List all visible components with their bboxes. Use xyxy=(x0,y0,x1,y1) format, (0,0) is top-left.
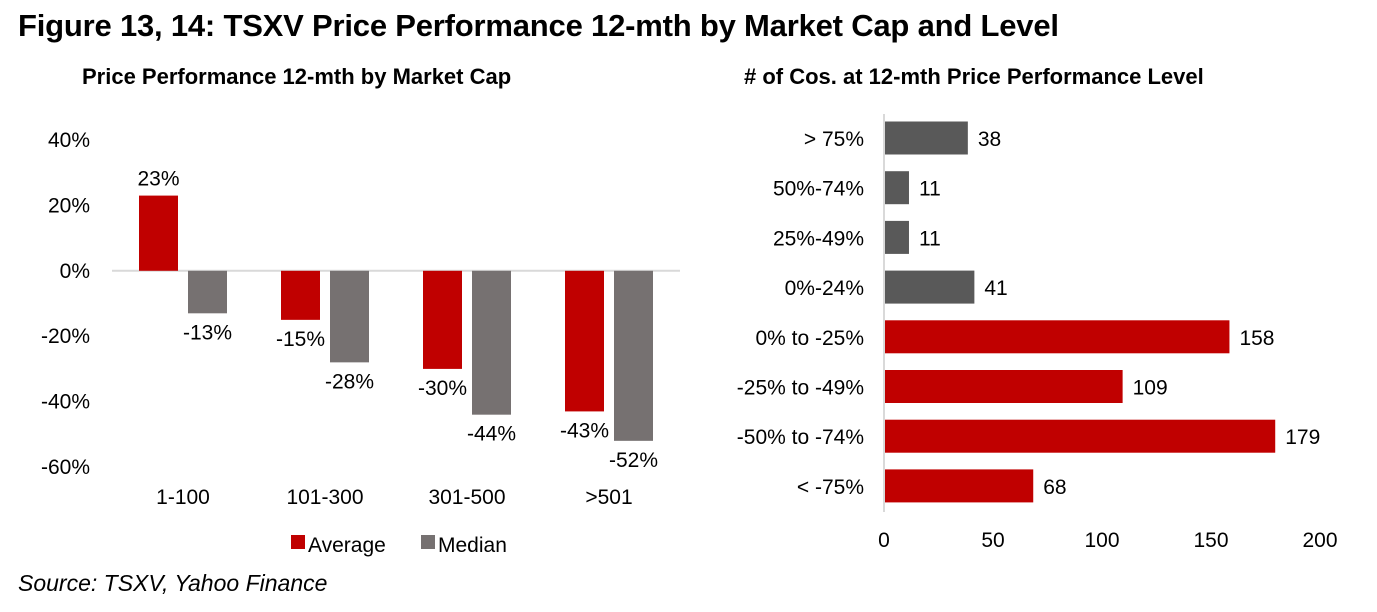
bar-level xyxy=(885,320,1230,354)
y-tick-label: -25% to -49% xyxy=(737,377,864,400)
x-tick-label: 101-300 xyxy=(286,486,363,509)
y-tick-label: > 75% xyxy=(804,128,864,151)
data-label: -13% xyxy=(183,321,232,344)
left-chart-title: Price Performance 12-mth by Market Cap xyxy=(82,64,512,89)
legend-swatch-average xyxy=(291,535,305,549)
data-label: 179 xyxy=(1285,426,1320,449)
y-tick-label: 0%-24% xyxy=(785,277,864,300)
x-tick-label: 0 xyxy=(878,529,890,552)
x-tick-label: 1-100 xyxy=(156,486,210,509)
legend-label-median: Median xyxy=(438,534,507,557)
data-label: -15% xyxy=(276,328,325,351)
bar-level xyxy=(885,220,909,254)
bar-level xyxy=(885,370,1123,403)
bar-average xyxy=(423,270,462,369)
bar-median xyxy=(330,270,369,363)
bar-median xyxy=(188,270,227,314)
bar-average xyxy=(139,195,178,271)
bar-level xyxy=(885,419,1276,453)
right-chart-title: # of Cos. at 12-mth Price Performance Le… xyxy=(744,64,1204,89)
bar-median xyxy=(614,270,653,441)
x-tick-label: >501 xyxy=(585,486,632,509)
x-tick-label: 100 xyxy=(1084,529,1119,552)
y-tick-label: -40% xyxy=(41,391,90,414)
y-tick-label: 25%-49% xyxy=(773,227,864,250)
y-tick-label: -60% xyxy=(41,456,90,479)
data-label: -43% xyxy=(560,419,609,442)
market-cap-chart: 40% 20% 0% -20% -40% -60% 23% -13% 1-100 -15%-28%… xyxy=(41,129,680,557)
y-tick-label: 50%-74% xyxy=(773,178,864,201)
data-label: 11 xyxy=(919,227,941,250)
y-tick-label: -20% xyxy=(41,325,90,348)
x-tick-label: 150 xyxy=(1193,529,1228,552)
data-label: 158 xyxy=(1239,327,1274,350)
bar-average xyxy=(565,270,604,412)
data-label: 41 xyxy=(984,277,1007,300)
level-chart: > 75% 38 50%-74% 11 25%-49% 11 0%-24% 41 0% to -… xyxy=(737,114,1338,552)
data-label: -44% xyxy=(467,423,516,446)
data-label: 68 xyxy=(1043,476,1066,499)
data-label: 11 xyxy=(919,178,941,201)
y-tick-label: 0% to -25% xyxy=(755,327,864,350)
data-label: 109 xyxy=(1133,377,1168,400)
figure-title: Figure 13, 14: TSXV Price Performance 12… xyxy=(18,8,1059,43)
legend-label-average: Average xyxy=(308,534,386,557)
bar-level xyxy=(885,469,1034,503)
bar-median xyxy=(472,270,511,415)
y-tick-label: < -75% xyxy=(797,476,864,499)
bar-level xyxy=(885,121,968,155)
x-tick-label: 301-500 xyxy=(428,486,505,509)
data-label: 38 xyxy=(978,128,1001,151)
x-tick-label: 50 xyxy=(981,529,1004,552)
y-tick-label: 20% xyxy=(48,194,90,217)
bar-level xyxy=(885,270,975,304)
data-label: -52% xyxy=(609,449,658,472)
bar-average xyxy=(281,270,320,320)
bar-level xyxy=(885,171,909,205)
data-label: -30% xyxy=(418,377,467,400)
y-tick-label: 0% xyxy=(60,260,90,283)
data-label: -28% xyxy=(325,370,374,393)
y-tick-label: 40% xyxy=(48,129,90,152)
y-tick-label: -50% to -74% xyxy=(737,426,864,449)
x-tick-label: 200 xyxy=(1302,529,1337,552)
source-note: Source: TSXV, Yahoo Finance xyxy=(18,570,328,596)
legend-swatch-median xyxy=(421,535,435,549)
data-label: 23% xyxy=(137,168,179,191)
